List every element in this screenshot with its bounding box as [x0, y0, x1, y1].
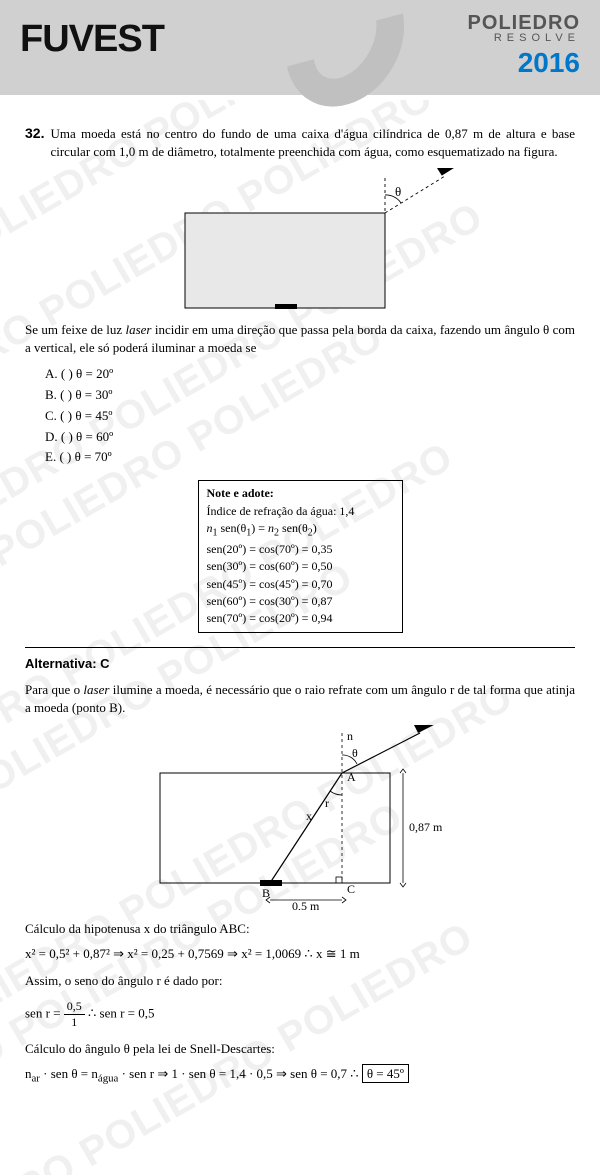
r-label: r	[325, 796, 329, 810]
page-header: FUVEST POLIEDRO RESOLVE 2016	[0, 0, 600, 95]
solution-p1: Para que o laser ilumine a moeda, é nece…	[25, 681, 575, 717]
solution-p3: Assim, o seno do ângulo r é dado por:	[25, 972, 575, 990]
note-line-1: Índice de refração da água: 1,4	[207, 503, 394, 520]
height-label: 0,87 m	[409, 820, 443, 834]
note-box: Note e adote: Índice de refração da água…	[198, 480, 403, 633]
question-text: Uma moeda está no centro do fundo de uma…	[50, 125, 575, 160]
note-line-7: sen(70º) = cos(20º) = 0,94	[207, 610, 394, 627]
note-line-6: sen(60º) = cos(30º) = 0,87	[207, 593, 394, 610]
note-line-5: sen(45º) = cos(45º) = 0,70	[207, 576, 394, 593]
fraction: 0,51	[64, 999, 85, 1030]
option-a: A. ( ) θ = 20º	[45, 364, 575, 385]
equation-2: sen r = 0,51 ∴ sen r = 0,5	[25, 999, 575, 1030]
answer-label: Alternativa: C	[25, 656, 575, 671]
divider	[25, 647, 575, 648]
note-title: Note e adote:	[207, 485, 394, 502]
figure-1: θ	[25, 168, 575, 313]
solution-p2: Cálculo da hipotenusa x do triângulo ABC…	[25, 920, 575, 938]
option-c: C. ( ) θ = 45º	[45, 406, 575, 427]
theta-label: θ	[395, 184, 401, 199]
a-label: A	[347, 770, 356, 784]
brand-block: POLIEDRO RESOLVE 2016	[468, 12, 580, 79]
solution-p4: Cálculo do ângulo θ pela lei de Snell-De…	[25, 1040, 575, 1058]
c-label: C	[347, 882, 355, 896]
n-label: n	[347, 729, 353, 743]
diagram-2-svg: n θ A x r B C 0,5 m 0,87 m	[120, 725, 480, 910]
figure-2: n θ A x r B C 0,5 m 0,87 m	[25, 725, 575, 910]
question-number: 32.	[25, 125, 44, 160]
question-block: 32. Uma moeda está no centro do fundo de…	[25, 125, 575, 160]
diagram-1-svg: θ	[145, 168, 455, 313]
option-b: B. ( ) θ = 30º	[45, 385, 575, 406]
page-content: 32. Uma moeda está no centro do fundo de…	[0, 95, 600, 1117]
options-list: A. ( ) θ = 20º B. ( ) θ = 30º C. ( ) θ =…	[45, 364, 575, 468]
half-label: 0,5 m	[292, 899, 320, 910]
option-e: E. ( ) θ = 70º	[45, 447, 575, 468]
boxed-answer: θ = 45º	[362, 1064, 409, 1083]
exam-year: 2016	[468, 47, 580, 79]
option-d: D. ( ) θ = 60º	[45, 427, 575, 448]
equation-1: x² = 0,5² + 0,87² ⇒ x² = 0,25 + 0,7569 ⇒…	[25, 946, 575, 962]
note-line-2: n1 sen(θ1) = n2 sen(θ2)	[207, 520, 394, 541]
equation-3: nar · sen θ = nágua · sen r ⇒ 1 · sen θ …	[25, 1066, 575, 1085]
note-line-4: sen(30º) = cos(60º) = 0,50	[207, 558, 394, 575]
note-line-3: sen(20º) = cos(70º) = 0,35	[207, 541, 394, 558]
question-text-2: Se um feixe de luz laser incidir em uma …	[25, 321, 575, 356]
theta2-label: θ	[352, 746, 358, 760]
x-label: x	[306, 809, 312, 823]
